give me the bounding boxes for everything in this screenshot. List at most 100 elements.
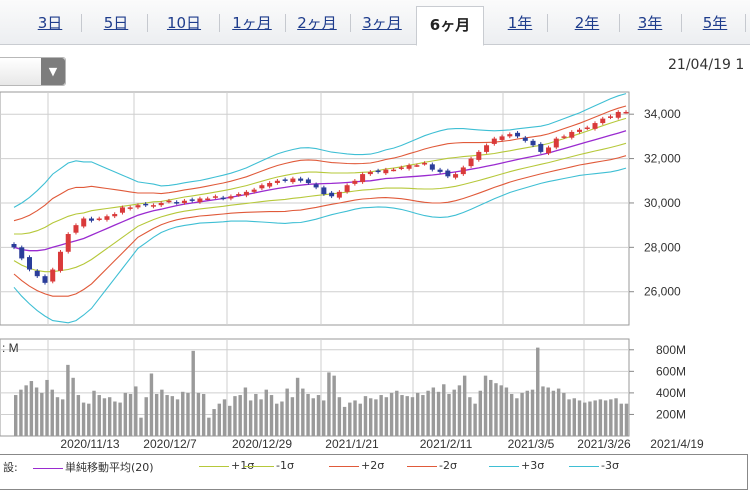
- legend-swatch: [244, 465, 274, 467]
- volume-bar: [494, 383, 498, 436]
- volume-bar: [259, 399, 263, 436]
- candle-body: [584, 127, 590, 130]
- volume-bar: [45, 379, 49, 436]
- tab-period-7[interactable]: 1年: [507, 14, 533, 32]
- candle-body: [484, 145, 490, 152]
- volume-bar: [624, 403, 629, 436]
- tab-separator: [285, 14, 286, 32]
- price-axis: 26,000 28,000 30,000 32,000 34,000: [629, 107, 681, 299]
- tab-period-8[interactable]: 2年: [574, 14, 600, 32]
- volume-bar: [619, 403, 623, 436]
- volume-bar: [175, 399, 180, 436]
- candle-body: [267, 182, 273, 187]
- sma-line: [13, 130, 627, 252]
- y-tick-label: 30,000: [644, 196, 681, 210]
- band-line: [13, 155, 627, 297]
- volume-axis: 200M 400M 600M 800M: [629, 343, 686, 421]
- volume-bar: [24, 385, 28, 436]
- candle-body: [546, 147, 552, 154]
- date-tick-label: 2021/2/11: [420, 437, 473, 451]
- volume-bar: [572, 398, 576, 436]
- candle-body: [181, 200, 187, 203]
- date-label: 21/04/19 1: [668, 57, 745, 73]
- candle-body: [274, 180, 280, 183]
- candle-body: [414, 165, 420, 167]
- candle-body: [445, 170, 451, 177]
- volume-bar: [107, 397, 112, 436]
- volume-bar: [431, 387, 436, 436]
- volume-bars: [14, 347, 629, 436]
- candle-body: [127, 207, 133, 209]
- volume-bar: [327, 372, 331, 436]
- volume-bar: [207, 417, 211, 436]
- volume-bar: [468, 397, 472, 436]
- volume-bar: [384, 397, 389, 436]
- volume-bar: [186, 392, 190, 436]
- candle-body: [205, 198, 211, 201]
- date-tick-label: 2020/11/13: [60, 437, 119, 451]
- volume-bar: [228, 405, 232, 436]
- legend-item-3: +2σ: [329, 459, 384, 472]
- volume-bar: [368, 398, 373, 436]
- candle-body: [422, 163, 428, 165]
- candle-body: [383, 169, 389, 174]
- indicator-select[interactable]: ▼: [0, 57, 66, 86]
- legend-label: -3σ: [601, 459, 619, 472]
- date-tick-label: 2020/12/7: [143, 437, 197, 451]
- candle-body: [220, 197, 226, 200]
- candle-body: [321, 187, 327, 195]
- candle-body: [468, 158, 474, 167]
- volume-bar: [29, 381, 34, 436]
- candle-body: [344, 185, 350, 192]
- volume-bar: [400, 395, 404, 436]
- volume-bar: [546, 387, 550, 436]
- tab-period-9[interactable]: 3年: [637, 14, 663, 32]
- candle-body: [367, 171, 373, 175]
- candle-body: [282, 179, 288, 181]
- band-line: [13, 167, 627, 324]
- tab-period-0[interactable]: 3日: [37, 14, 63, 32]
- tab-period-10[interactable]: 5年: [702, 14, 728, 32]
- candle-body: [553, 138, 559, 148]
- tab-period-5[interactable]: 3ヶ月: [362, 14, 402, 32]
- volume-bar: [567, 399, 571, 436]
- candle-body: [437, 169, 443, 172]
- tab-separator: [619, 14, 620, 32]
- candle-body: [11, 244, 17, 248]
- volume-bar: [363, 396, 368, 436]
- candle-body: [577, 129, 583, 132]
- volume-bar: [614, 398, 618, 436]
- volume-bar: [34, 387, 39, 436]
- triangle-down-icon[interactable]: ▼: [41, 58, 65, 85]
- volume-bar: [196, 392, 201, 436]
- volume-bar: [144, 397, 148, 436]
- volume-bar: [181, 391, 185, 436]
- volume-bar: [520, 392, 524, 436]
- tab-period-6[interactable]: 6ヶ月: [416, 6, 484, 46]
- candle-body: [50, 269, 56, 282]
- volume-tick-label: 800M: [656, 343, 686, 357]
- tab-period-1[interactable]: 5日: [103, 14, 129, 32]
- candle-body: [429, 164, 435, 170]
- volume-bar: [55, 397, 60, 436]
- volume-bar: [515, 398, 519, 436]
- candle-body: [96, 218, 102, 220]
- volume-bar: [212, 409, 216, 436]
- volume-bar: [275, 403, 279, 436]
- volume-bar: [66, 364, 70, 436]
- tab-period-4[interactable]: 2ヶ月: [297, 14, 337, 32]
- band-line: [13, 93, 627, 208]
- tab-period-3[interactable]: 1ヶ月: [232, 14, 272, 32]
- volume-bar: [609, 399, 613, 436]
- volume-bar: [19, 389, 23, 436]
- candle-body: [259, 185, 265, 189]
- volume-bar: [264, 389, 268, 436]
- volume-bar: [421, 395, 425, 436]
- legend-item-4: -2σ: [407, 459, 457, 472]
- legend-item-5: +3σ: [489, 459, 544, 472]
- tab-separator: [745, 14, 746, 32]
- tab-separator: [219, 14, 220, 32]
- volume-bar: [379, 395, 383, 436]
- candle-body: [406, 165, 412, 169]
- tab-period-2[interactable]: 10日: [166, 14, 202, 32]
